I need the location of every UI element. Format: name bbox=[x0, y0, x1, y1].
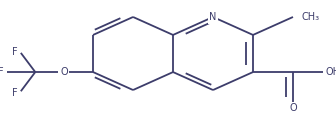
Text: OH: OH bbox=[326, 67, 336, 77]
Text: N: N bbox=[209, 12, 217, 22]
Text: F: F bbox=[0, 67, 3, 77]
Text: O: O bbox=[60, 67, 68, 77]
Text: F: F bbox=[12, 88, 17, 98]
Text: O: O bbox=[289, 103, 297, 113]
Text: F: F bbox=[12, 47, 17, 56]
Text: CH₃: CH₃ bbox=[301, 12, 320, 22]
